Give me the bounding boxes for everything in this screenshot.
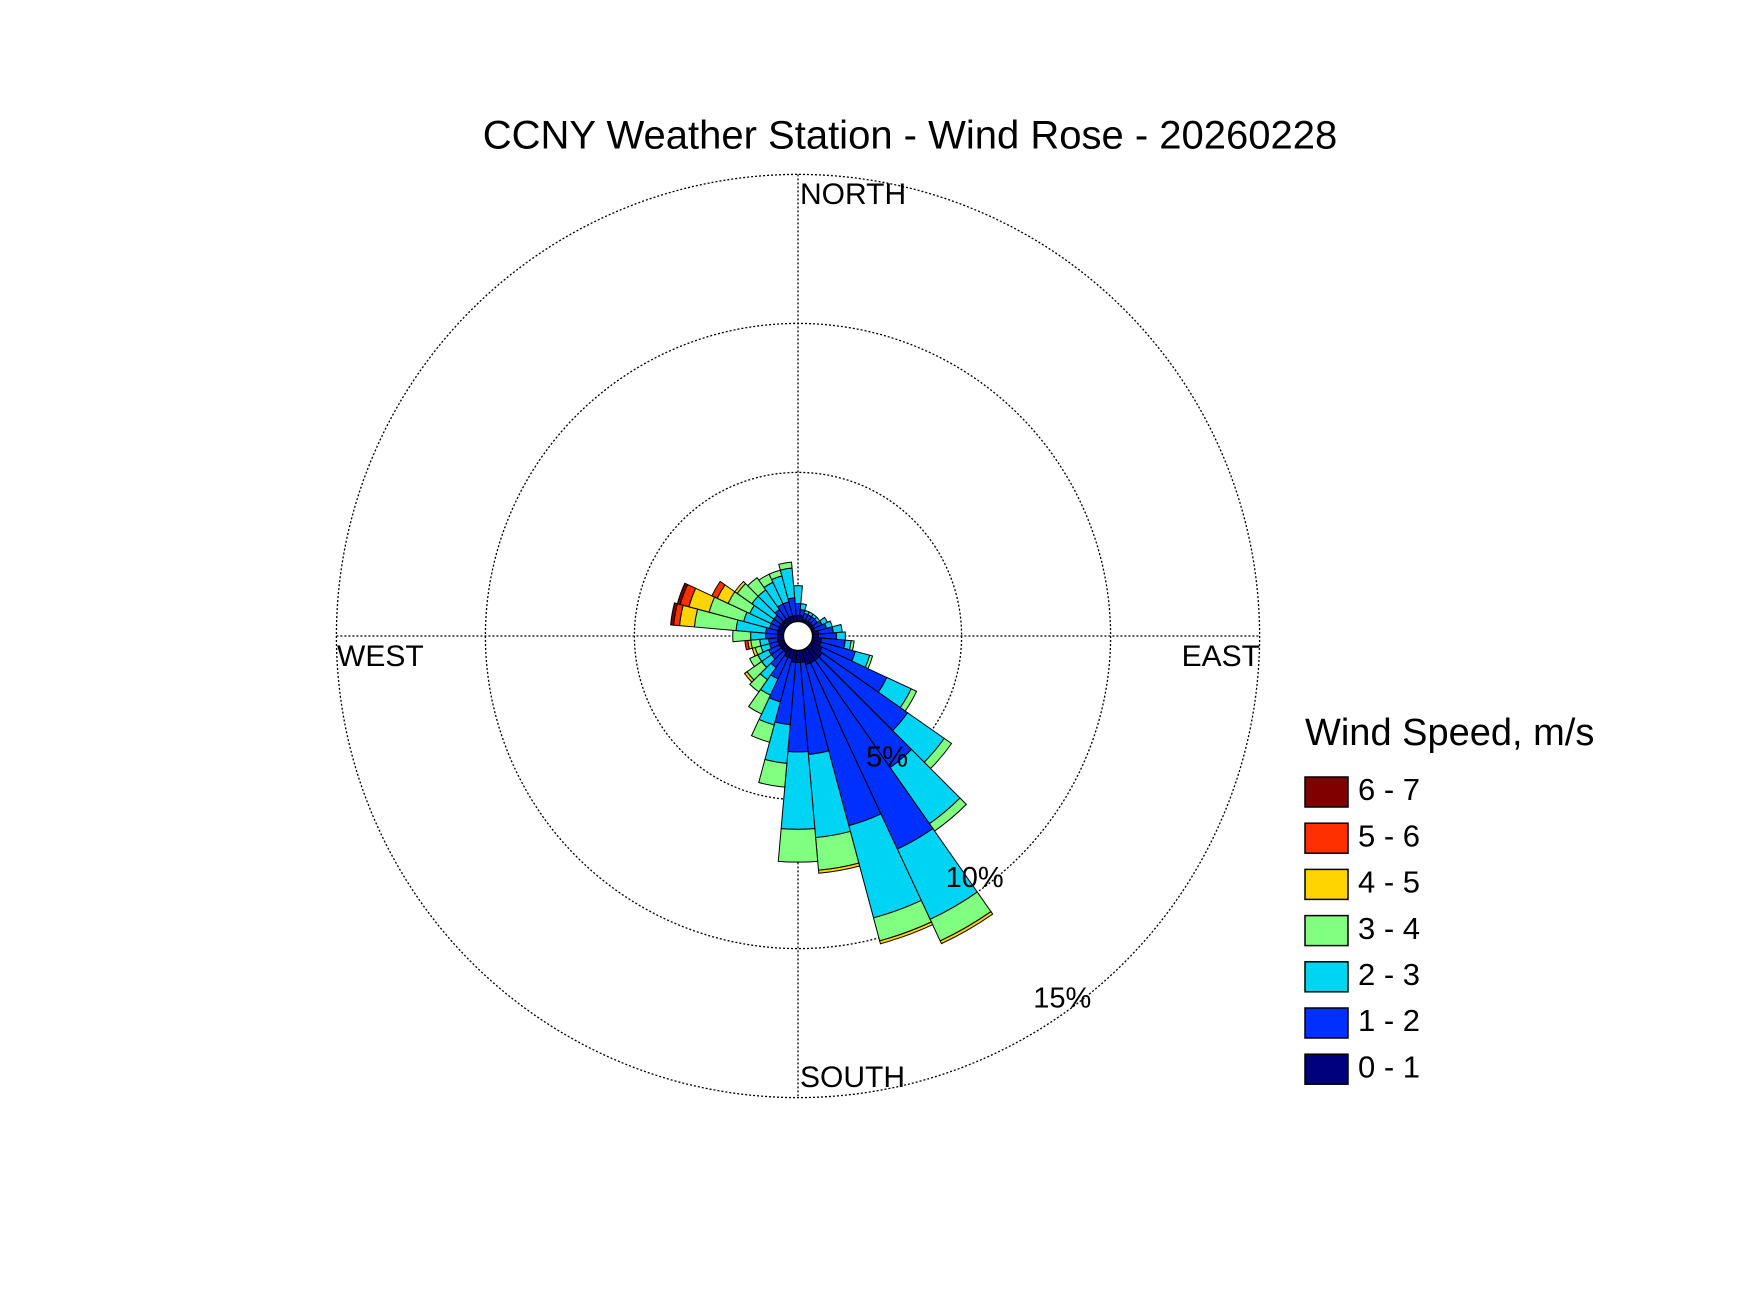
bar-segment (676, 582, 689, 606)
r-tick-label: 10% (946, 862, 1004, 894)
r-tick-label: 5% (866, 741, 908, 773)
bar-segment (799, 603, 808, 611)
direction-label: NORTH (800, 178, 906, 211)
bar-segment (758, 758, 788, 788)
legend-label: 1 - 2 (1358, 1003, 1420, 1038)
legend-swatch (1304, 914, 1349, 947)
bar-segment (747, 688, 772, 715)
legend-label: 4 - 5 (1358, 865, 1420, 900)
bar-segment (777, 828, 819, 863)
direction-label: SOUTH (800, 1061, 905, 1094)
bar-segment (743, 671, 755, 683)
bar-segment (749, 673, 769, 693)
bar-segment (817, 862, 861, 874)
bar-segment (750, 718, 775, 743)
legend-swatch (1304, 961, 1349, 993)
legend-swatch (1304, 1007, 1349, 1039)
legend-label: 5 - 6 (1358, 818, 1420, 853)
chart-title: CCNY Weather Station - Wind Rose - 20260… (483, 114, 1338, 158)
legend-label: 3 - 4 (1358, 911, 1420, 946)
bar-segment (670, 602, 679, 626)
r-tick-label: 15% (1033, 982, 1091, 1014)
legend-swatch (1304, 1053, 1349, 1085)
legend-title: Wind Speed, m/s (1305, 712, 1594, 754)
legend-label: 6 - 7 (1358, 772, 1420, 807)
direction-label: WEST (337, 640, 424, 673)
bar-segment (734, 580, 747, 595)
legend-swatch (1304, 868, 1349, 901)
bar-segment (831, 623, 843, 634)
bar-segment (879, 921, 934, 945)
bar-segment (748, 654, 763, 668)
bar-segment (711, 580, 726, 600)
bar-segment (746, 576, 767, 597)
center-hole (782, 620, 814, 652)
legend-swatch (1304, 776, 1349, 808)
legend-swatch (1304, 822, 1349, 854)
direction-label: EAST (1182, 640, 1260, 673)
legend-label: 0 - 1 (1358, 1049, 1420, 1084)
legend-label: 2 - 3 (1358, 957, 1420, 992)
bar-segment (939, 910, 994, 945)
bar-segment (835, 631, 846, 641)
bar-segment (778, 561, 793, 571)
bar-segment (793, 585, 803, 605)
